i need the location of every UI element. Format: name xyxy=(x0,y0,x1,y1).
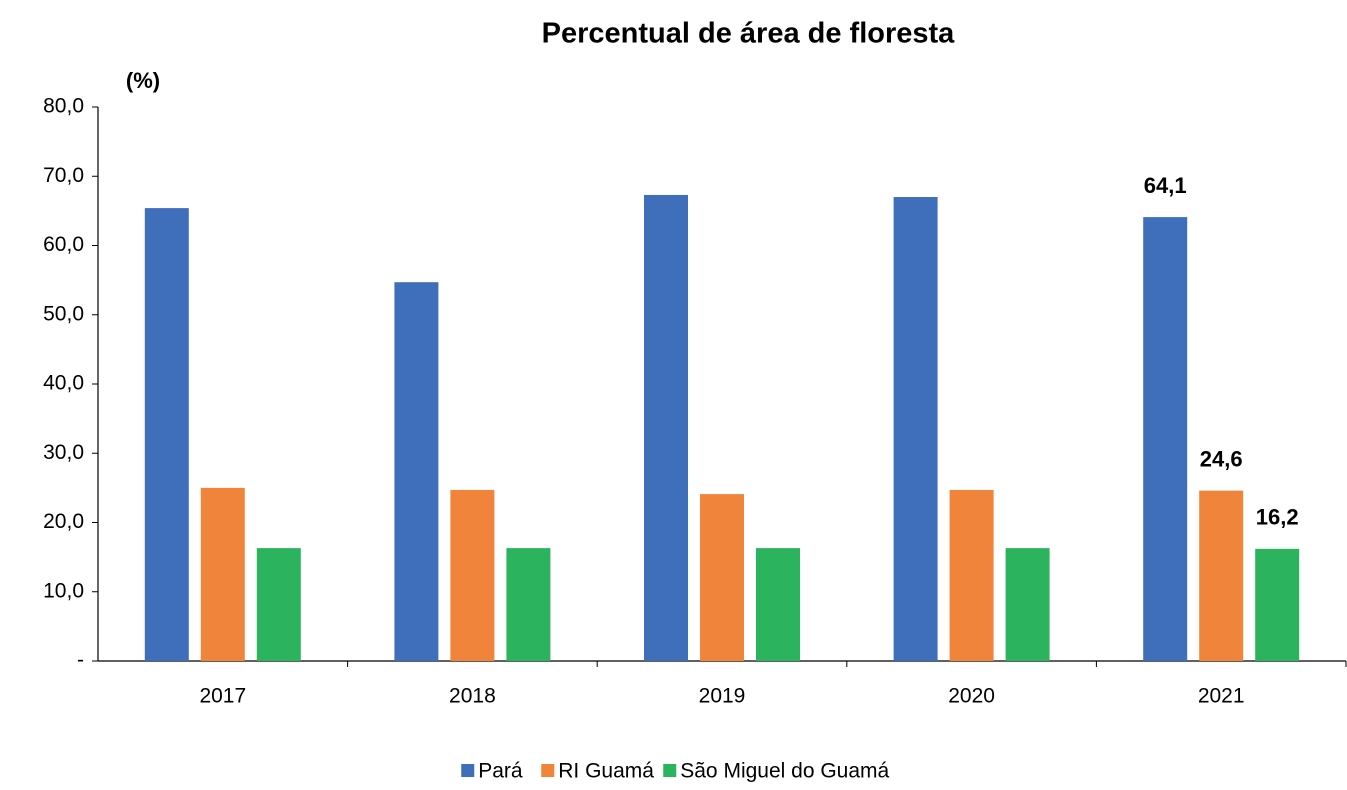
bar xyxy=(949,489,994,661)
y-tick-label: 10,0 xyxy=(43,579,84,602)
bar xyxy=(1143,217,1188,662)
data-label: 24,6 xyxy=(1200,446,1243,471)
data-label: 16,2 xyxy=(1256,505,1299,530)
bar xyxy=(756,548,800,661)
bar xyxy=(450,489,495,661)
legend-label: São Miguel do Guamá xyxy=(680,760,889,783)
bar xyxy=(893,197,938,661)
legend-label: RI Guamá xyxy=(558,760,654,783)
y-tick-label: 50,0 xyxy=(43,302,84,325)
x-tick-label: 2021 xyxy=(1198,685,1245,708)
y-axis-label: (%) xyxy=(126,68,160,93)
x-tick-label: 2019 xyxy=(699,685,746,708)
data-label: 64,1 xyxy=(1144,173,1187,198)
bar xyxy=(200,487,245,661)
legend-label: Pará xyxy=(478,760,523,783)
bar xyxy=(1255,548,1300,661)
y-tick-label: 80,0 xyxy=(43,95,84,118)
bar xyxy=(256,548,301,661)
chart-title: Percentual de área de floresta xyxy=(542,18,955,50)
y-tick-label: 20,0 xyxy=(43,510,84,533)
legend-swatch xyxy=(541,764,555,777)
x-tick-label: 2017 xyxy=(199,685,246,708)
bar xyxy=(700,494,744,661)
y-tick-label: 70,0 xyxy=(43,164,84,187)
bar xyxy=(506,548,551,661)
bar xyxy=(644,194,688,661)
x-tick-label: 2018 xyxy=(449,685,496,708)
y-tick-label: 60,0 xyxy=(43,233,84,256)
legend-swatch xyxy=(663,764,677,777)
bar xyxy=(144,208,189,662)
x-tick-label: 2020 xyxy=(948,685,995,708)
bar xyxy=(394,282,439,661)
y-tick-label: - xyxy=(77,649,84,672)
bar xyxy=(1199,490,1244,661)
bar xyxy=(1005,548,1050,661)
y-tick-label: 30,0 xyxy=(43,441,84,464)
legend-swatch xyxy=(461,764,475,777)
y-tick-label: 40,0 xyxy=(43,372,84,395)
